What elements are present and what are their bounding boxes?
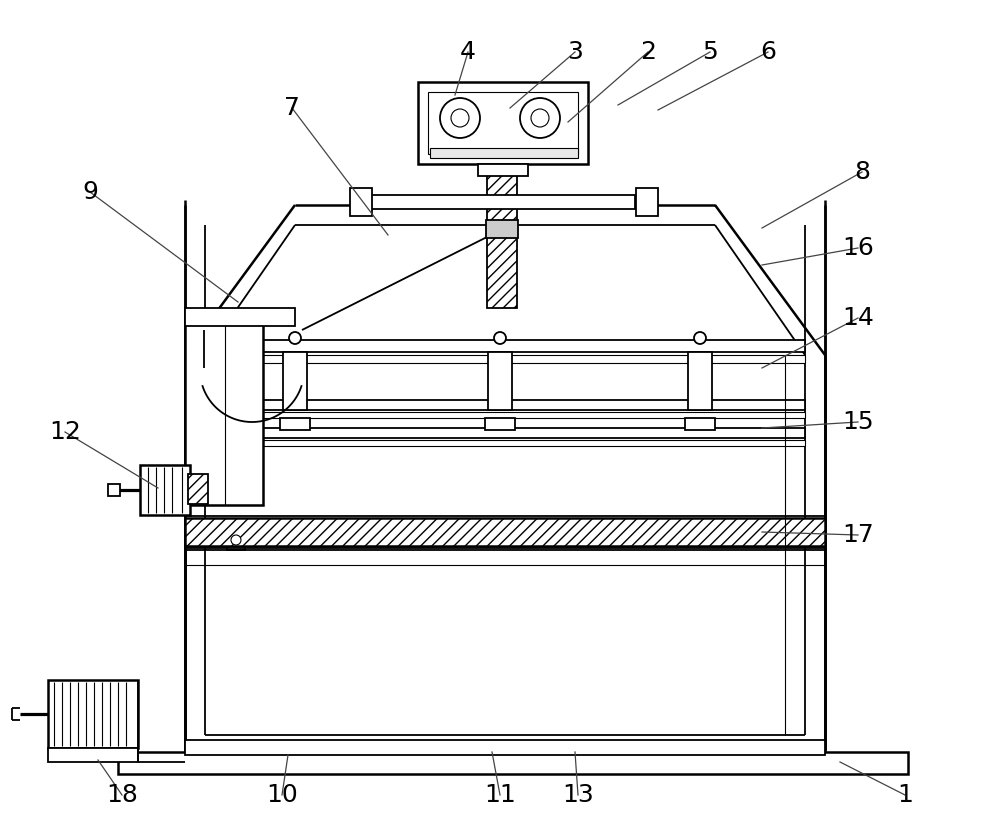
Circle shape [289, 332, 301, 344]
Bar [428, 92, 578, 154]
Bar [118, 752, 908, 774]
Bar [188, 474, 208, 504]
Bar [488, 352, 512, 410]
Bar [140, 465, 190, 515]
Text: 16: 16 [842, 236, 874, 260]
Bar [48, 748, 138, 762]
Circle shape [451, 109, 469, 127]
Bar [205, 400, 805, 410]
Bar [205, 412, 805, 418]
Bar [108, 484, 120, 496]
Text: 9: 9 [82, 180, 98, 204]
Text: 14: 14 [842, 306, 874, 330]
Text: 10: 10 [266, 783, 298, 807]
Bar [688, 352, 712, 410]
Bar [485, 418, 515, 430]
Bar [283, 352, 307, 410]
Bar [185, 740, 825, 755]
Circle shape [494, 332, 506, 344]
Bar [185, 310, 263, 505]
Bar [48, 680, 138, 748]
Text: 7: 7 [284, 96, 300, 120]
Bar [205, 355, 805, 363]
Text: 12: 12 [49, 420, 81, 444]
Text: 2: 2 [640, 40, 656, 64]
Bar [685, 418, 715, 430]
Circle shape [531, 109, 549, 127]
Bar [418, 82, 588, 164]
Text: 4: 4 [460, 40, 476, 64]
Bar [205, 440, 805, 446]
Circle shape [694, 332, 706, 344]
Circle shape [231, 535, 241, 545]
Bar [185, 518, 825, 546]
Bar [478, 164, 528, 176]
Text: 6: 6 [760, 40, 776, 64]
Bar [280, 418, 310, 430]
Bar [185, 308, 295, 326]
Text: 17: 17 [842, 523, 874, 547]
Bar [205, 340, 805, 352]
Bar [486, 220, 518, 238]
Text: 3: 3 [567, 40, 583, 64]
Text: 18: 18 [106, 783, 138, 807]
Text: 13: 13 [562, 783, 594, 807]
Text: 8: 8 [854, 160, 870, 184]
Text: 5: 5 [702, 40, 718, 64]
Bar [430, 148, 578, 158]
Circle shape [440, 98, 480, 138]
Bar [227, 528, 245, 550]
Bar [487, 113, 517, 308]
Text: 15: 15 [842, 410, 874, 434]
Bar [370, 195, 635, 209]
Bar [636, 188, 658, 216]
Bar [350, 188, 372, 216]
Text: 1: 1 [897, 783, 913, 807]
Circle shape [520, 98, 560, 138]
Text: 11: 11 [484, 783, 516, 807]
Bar [205, 428, 805, 438]
